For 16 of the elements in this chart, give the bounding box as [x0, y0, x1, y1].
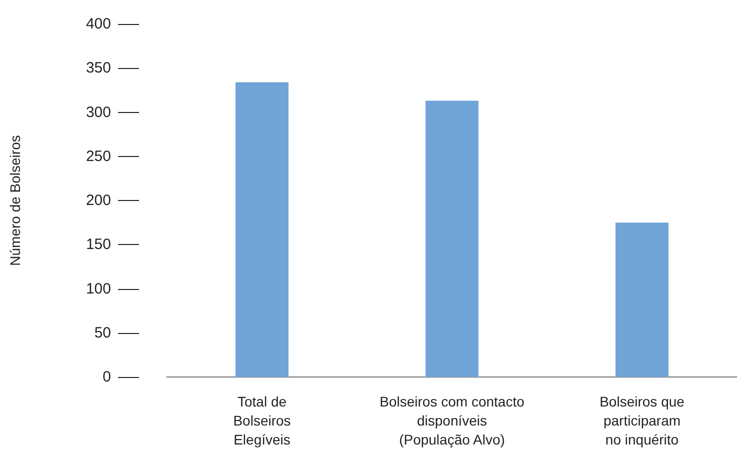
x-tick-label: Bolseiros que participaram no inquérito [600, 394, 685, 448]
bar [426, 100, 478, 377]
y-axis-title: Número de Bolseiros [7, 135, 23, 266]
x-tick-label: Total de Bolseiros Elegíveis [233, 394, 291, 448]
y-tick-label: 50 [94, 324, 111, 342]
y-tick-label: 100 [86, 280, 111, 298]
y-tick-label: 150 [86, 236, 111, 254]
y-tick-label: 200 [86, 192, 111, 209]
bar [616, 222, 668, 377]
bar [236, 82, 288, 377]
y-tick-label: 250 [86, 148, 111, 165]
y-tick-label: 400 [86, 16, 111, 32]
y-tick-label: 350 [86, 60, 111, 77]
x-tick-label: Bolseiros com contacto disponíveis (População Alvo) [380, 394, 525, 448]
y-tick-label: 300 [86, 104, 111, 121]
y-tick-label: 0 [102, 368, 111, 386]
